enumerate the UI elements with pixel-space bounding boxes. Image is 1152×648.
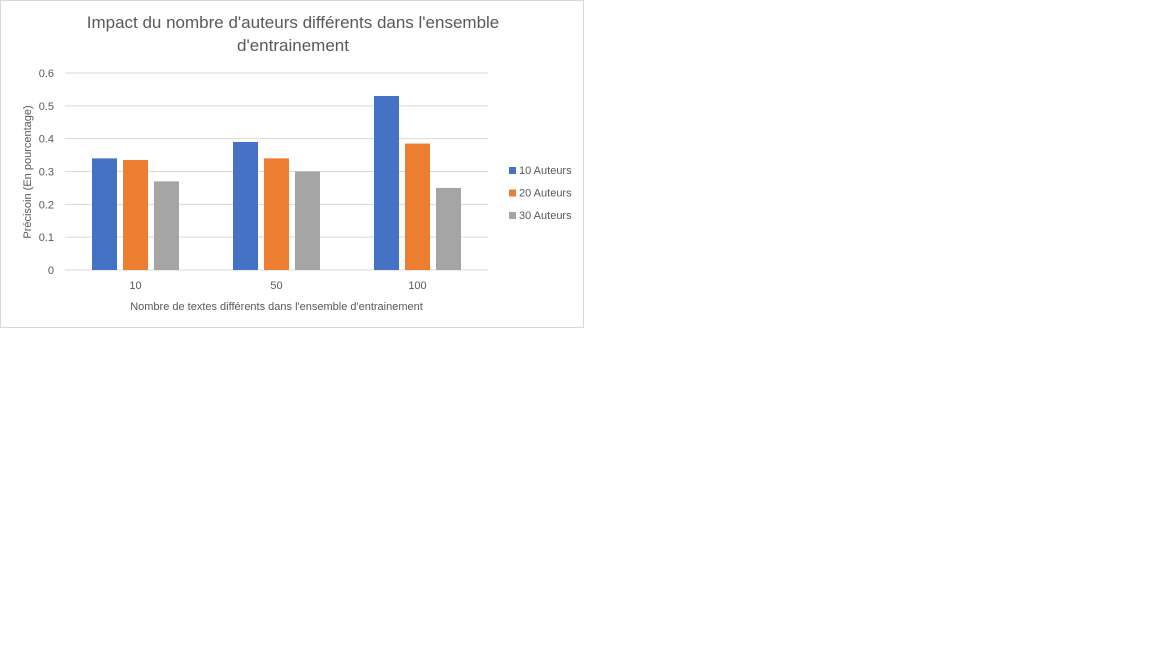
bar-10-auteurs	[374, 95, 399, 270]
y-tick-label: 0.3	[39, 167, 54, 179]
chart-title: Impact du nombre d'auteurs différents da…	[86, 13, 500, 55]
x-tick-label: 50	[270, 280, 282, 292]
x-tick-label: 100	[408, 280, 426, 292]
legend-swatch	[509, 212, 516, 219]
chart-container: Impact du nombre d'auteurs différents da…	[0, 0, 584, 328]
bar-10-auteurs	[233, 141, 258, 270]
bar-30-auteurs	[436, 187, 461, 270]
legend-label: 10 Auteurs	[519, 165, 572, 177]
y-tick-label: 0	[48, 265, 54, 277]
y-axis-label: Précisoin (En pourcentage)	[22, 105, 34, 238]
y-tick-label: 0.6	[39, 68, 54, 80]
bar-30-auteurs	[295, 171, 320, 270]
y-tick-label: 0.2	[39, 199, 54, 211]
legend-swatch	[509, 189, 516, 197]
y-tick-label: 0.1	[39, 232, 54, 244]
bar-10-auteurs	[92, 158, 117, 270]
bar-chart: 0 0.1 0.2 0.3 0.4 0.5 0.6 10 50 100 Nombre de text…	[22, 68, 572, 313]
x-tick-label: 10	[129, 280, 141, 292]
legend-label: 30 Auteurs	[519, 210, 572, 222]
x-axis-label: Nombre de textes différents dans l'ensem…	[130, 301, 423, 313]
bar-20-auteurs	[264, 158, 289, 270]
y-tick-label: 0.4	[39, 134, 54, 146]
bar-30-auteurs	[154, 181, 179, 270]
bar-20-auteurs	[405, 143, 430, 270]
bar-20-auteurs	[123, 160, 148, 270]
legend-label: 20 Auteurs	[519, 188, 572, 200]
y-tick-label: 0.5	[39, 101, 54, 113]
legend-swatch	[509, 167, 516, 174]
